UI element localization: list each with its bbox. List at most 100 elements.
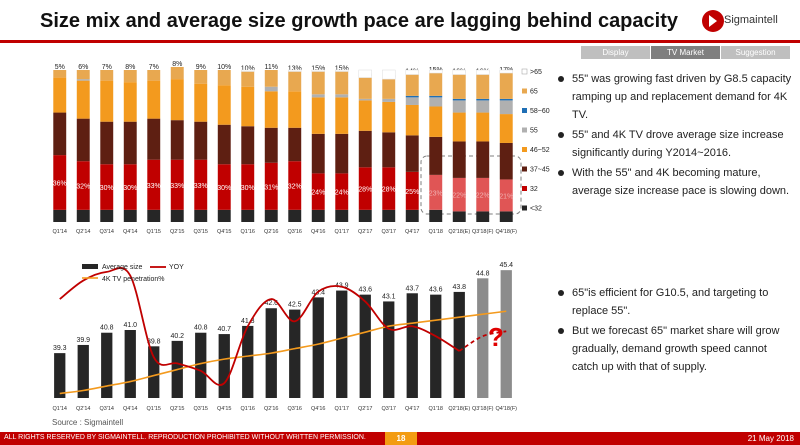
legend-swatch (522, 108, 527, 113)
x-tick-label: Q1'17 (334, 406, 349, 412)
bullet-item: But we forecast 65" market share will gr… (556, 322, 792, 376)
x-tick-label: Q3'15 (193, 406, 208, 412)
avg-size-bar (430, 294, 442, 398)
bar-value-label: 43.6 (358, 287, 372, 294)
data-label: 15% (335, 66, 349, 73)
bar-segment (405, 209, 419, 222)
bar-segment (311, 97, 325, 134)
bar-value-label: 43.4 (311, 289, 325, 296)
bar-segment (241, 209, 255, 222)
bar-segment (405, 69, 419, 75)
avg-size-bar (359, 294, 371, 398)
legend-label: <32 (530, 206, 542, 213)
bar-segment (452, 177, 466, 212)
bar-segment (170, 159, 184, 210)
legend-swatch (522, 186, 527, 191)
x-tick-label: Q1'14 (52, 229, 67, 235)
x-tick-label: Q2'14 (76, 229, 91, 235)
legend-swatch (82, 264, 98, 269)
bar-segment (476, 112, 490, 142)
page-title: Size mix and average size growth pace ar… (40, 10, 678, 32)
bar-segment (217, 209, 231, 222)
bar-segment (452, 98, 466, 101)
bar-segment (53, 112, 67, 156)
x-tick-label: Q1'16 (240, 406, 255, 412)
bar-value-label: 40.2 (170, 333, 184, 340)
x-tick-label: Q2'17 (358, 229, 373, 235)
bullet-item: 55" and 4K TV drove average size increas… (556, 126, 792, 162)
bar-segment (123, 82, 137, 122)
data-label: 11% (265, 64, 279, 71)
data-label: 6% (78, 64, 88, 71)
bar-segment (147, 118, 161, 160)
data-label: 30% (123, 185, 137, 192)
bar-value-label: 43.8 (452, 284, 466, 291)
x-tick-label: Q2'17 (358, 406, 373, 412)
data-label: 32% (76, 184, 90, 191)
bar-segment (170, 66, 184, 80)
bar-segment (358, 130, 372, 168)
bar-segment (452, 112, 466, 142)
legend-label: YOY (169, 264, 184, 271)
bar-segment (53, 209, 67, 222)
tab-suggestion[interactable]: Suggestion (721, 46, 791, 59)
x-tick-label: Q4'16 (311, 406, 326, 412)
bar-segment (241, 126, 255, 165)
legend-swatch (521, 68, 528, 75)
bar-segment (217, 70, 231, 86)
bar-segment (429, 174, 443, 210)
bar-segment (147, 70, 161, 81)
tab-tv-market[interactable]: TV Market (651, 46, 721, 59)
legend-swatch (522, 166, 527, 172)
bar-segment (194, 121, 208, 160)
bar-segment (147, 209, 161, 222)
bar-segment (452, 211, 466, 222)
data-label: 28% (382, 187, 396, 194)
bar-segment (76, 118, 90, 162)
x-tick-label: Q4'15 (217, 229, 232, 235)
bar-value-label: 42.6 (264, 300, 278, 307)
bar-segment (499, 114, 513, 143)
bar-segment (405, 171, 419, 210)
bar-segment (499, 142, 513, 180)
bar-segment (452, 74, 466, 99)
bar-segment (241, 71, 255, 87)
bar-segment (170, 209, 184, 222)
bar-segment (194, 70, 208, 84)
bar-segment (335, 133, 349, 174)
tab-display[interactable]: Display (581, 46, 651, 59)
x-tick-label: Q3'17 (381, 406, 396, 412)
x-tick-label: Q4'16 (311, 229, 326, 235)
x-tick-label: Q3'18(F) (472, 229, 494, 235)
bar-segment (382, 69, 396, 80)
data-label: 24% (335, 190, 349, 197)
bar-segment (476, 74, 490, 99)
bar-segment (452, 69, 466, 75)
data-label: 10% (241, 66, 255, 73)
bar-segment (264, 70, 278, 87)
x-tick-label: Q1'18 (428, 406, 443, 412)
bar-value-label: 40.8 (100, 325, 114, 332)
bar-segment (335, 94, 349, 98)
legend-label: 58~60 (530, 108, 550, 115)
bar-segment (382, 132, 396, 168)
legend-swatch (522, 205, 527, 211)
bar-segment (170, 120, 184, 160)
bar-segment (405, 135, 419, 172)
bar-segment (170, 79, 184, 121)
bar-segment (311, 69, 325, 72)
data-label: 33% (147, 183, 161, 190)
bar-segment (476, 177, 490, 212)
x-tick-label: Q4'15 (217, 406, 232, 412)
bar-value-label: 42.5 (288, 302, 302, 309)
bar-segment (382, 101, 396, 133)
bar-segment (147, 159, 161, 210)
data-label: 7% (102, 64, 112, 71)
bar-segment (288, 69, 302, 72)
bar-segment (264, 209, 278, 222)
x-tick-label: Q2'18(E) (448, 406, 470, 412)
avg-size-bar (101, 332, 113, 398)
bar-segment (194, 83, 208, 122)
bar-segment (123, 209, 137, 222)
bar-segment (476, 100, 490, 113)
